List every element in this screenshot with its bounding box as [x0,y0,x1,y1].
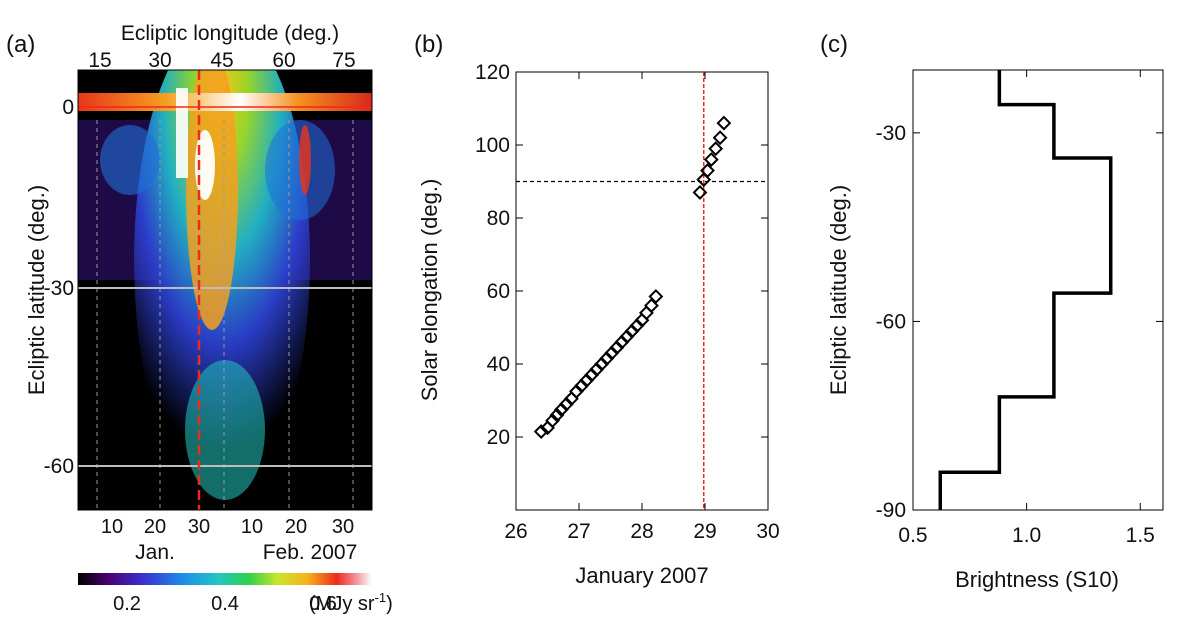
data-point-diamond [599,351,615,366]
panel-c-plot: 0.5 1.0 1.5 -30 -60 -90 [876,70,1163,547]
data-point-diamond [545,413,560,428]
y-tick-label: -60 [876,310,906,333]
x-tick-label: 1.5 [1126,524,1155,547]
panel-a-frame [77,69,373,511]
x-tick-label: 1.0 [1012,524,1041,547]
y-tick-label: -60 [44,455,74,478]
data-point-diamond [638,305,654,321]
panel-b-x-axis-label: January 2007 [575,563,708,588]
data-point-diamond [609,340,625,355]
data-point-diamond [594,356,610,372]
x-tick-label: 27 [567,520,590,543]
colorbar-tick-label: 0.2 [113,593,141,615]
data-point-diamond [569,383,584,399]
panel-a-label: (a) [6,31,35,58]
day-tick-label: 20 [144,516,166,538]
y-tick-label: 40 [487,353,510,376]
data-point-diamond [584,367,600,383]
data-point-diamond [619,329,635,345]
panel-a-bottom-ticks: 10 20 30 10 20 30 [101,516,354,538]
x-tick-label: 26 [504,520,527,543]
y-tick-label: -30 [44,277,74,300]
y-tick-label: 0 [62,96,74,119]
panel-a-top-ticks: 15 30 45 60 75 [88,49,355,72]
data-point-diamond [648,289,664,304]
data-point-diamond [579,373,594,388]
day-tick-label: 30 [188,516,210,538]
data-point-diamond [703,152,719,168]
panel-b-y-axis-label: Solar elongation (deg.) [417,179,442,402]
data-point-diamond [614,334,630,350]
colorbar-unit: (MJy sr-1) [309,590,393,615]
top-tick-label: 60 [272,49,295,72]
panel-a-heatmap [78,70,372,510]
data-point-diamond [700,163,715,178]
colorbar [78,573,372,585]
day-tick-label: 10 [101,516,123,538]
data-point-diamond [624,323,640,339]
top-tick-label: 45 [210,49,233,72]
data-point-diamond [644,298,659,314]
panel-a-y-ticks: 0 -30 -60 [44,96,74,478]
panel-b-frame [515,71,769,511]
heatmap-saturated-column [176,88,188,178]
panel-c-frame [912,69,1164,511]
panel-b-plot: 26 27 28 29 30 20 40 60 80 100 120 [475,61,780,543]
heatmap-ecliptic-band [78,93,372,111]
y-tick-label: 120 [475,61,510,84]
data-point-diamond [558,396,574,412]
panel-c-x-axis-label: Brightness (S10) [955,567,1119,592]
heatmap-side-streak-1 [100,125,160,195]
x-tick-label: 0.5 [898,524,927,547]
heatmap-lower-plume [185,360,265,500]
day-tick-label: 10 [241,516,263,538]
panel-c-y-axis-label: Ecliptic latitude (deg.) [826,185,851,395]
panel-a-top-axis-label: Ecliptic longitude (deg.) [121,22,339,45]
y-tick-label: -30 [876,122,906,145]
top-tick-label: 15 [88,49,111,72]
y-tick-label: 20 [487,426,510,449]
y-tick-label: -90 [876,499,906,522]
panel-c-label: (c) [820,31,848,58]
x-tick-label: 29 [693,520,716,543]
data-point-diamond [553,402,569,418]
colorbar-tick-label: 0.4 [211,593,239,615]
x-tick-label: 30 [756,520,779,543]
top-tick-label: 30 [148,49,171,72]
panel-a-y-axis-label: Ecliptic latitude (deg.) [24,185,49,395]
data-point-diamond [533,424,549,439]
y-tick-label: 100 [475,134,510,157]
colorbar-ticks: 0.2 0.4 0.6 [113,593,337,615]
data-point-diamond [589,362,605,377]
day-tick-label: 20 [285,516,307,538]
panel-a-vertical-gridlines [96,120,354,510]
x-tick-label: 28 [630,520,653,543]
data-point-diamond [708,141,724,157]
colorbar-tick-label: 0.6 [309,593,337,615]
panel-a-month-jan: Jan. [135,541,175,564]
y-tick-label: 60 [487,280,510,303]
data-point-diamond [549,407,565,423]
data-point-diamond [692,185,708,200]
data-point-diamond [629,318,645,334]
heatmap-side-streak-3 [299,125,311,195]
brightness-step-profile [938,70,1113,510]
top-tick-label: 75 [332,49,355,72]
panel-b-label: (b) [414,31,443,58]
panel-a-month-feb: Feb. 2007 [263,541,358,564]
data-point-diamond [716,115,732,131]
data-point-diamond [712,130,728,146]
day-tick-label: 30 [332,516,354,538]
data-point-diamond [574,378,589,394]
data-point-diamond [604,345,620,361]
y-tick-label: 80 [487,207,510,230]
